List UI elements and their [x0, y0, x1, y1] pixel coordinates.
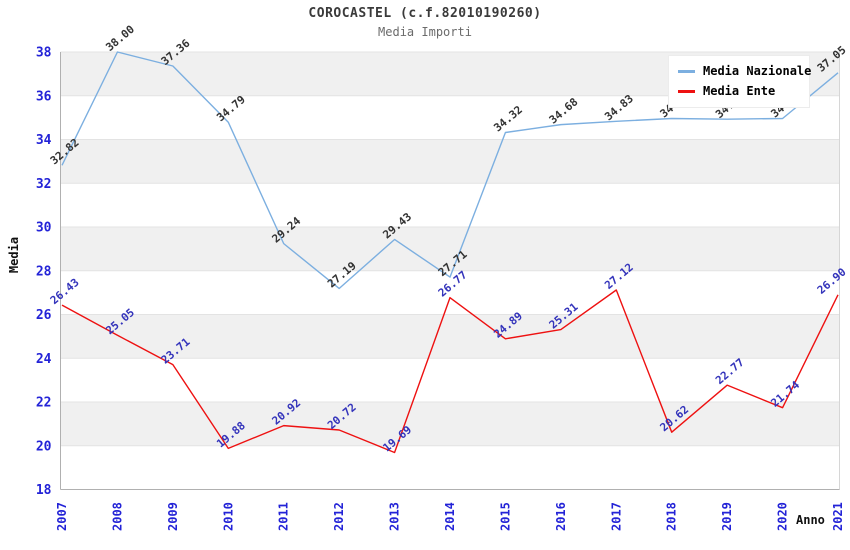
y-tick-label: 36	[36, 89, 52, 104]
x-tick-label: 2009	[166, 502, 180, 531]
y-tick-label: 32	[36, 177, 52, 192]
y-axis-title: Media	[7, 236, 21, 274]
legend-label: Media Ente	[703, 84, 776, 98]
y-tick-label: 24	[36, 352, 52, 367]
x-tick-label: 2019	[720, 502, 734, 531]
y-tick-label: 34	[36, 133, 52, 148]
media-nazionale-line-swatch	[678, 69, 695, 73]
y-tick-label: 20	[36, 439, 52, 454]
plot-band	[60, 314, 840, 359]
x-axis-title: Anno	[796, 513, 825, 527]
x-tick-label: 2017	[609, 502, 623, 531]
chart-subtitle: Media Importi	[378, 25, 472, 39]
y-tick-label: 18	[36, 483, 52, 498]
legend-item-media-ente: Media Ente	[678, 83, 800, 99]
y-tick-label: 30	[36, 221, 52, 236]
x-tick-label: 2016	[554, 502, 568, 531]
x-tick-label: 2021	[831, 502, 845, 531]
data-label: 22.77	[713, 356, 747, 387]
y-tick-label: 26	[36, 308, 52, 323]
data-label: 26.43	[48, 276, 82, 307]
y-tick-label: 38	[36, 46, 52, 61]
plot-band	[60, 227, 840, 271]
y-tick-label: 28	[36, 264, 52, 279]
x-tick-label: 2018	[665, 502, 679, 531]
chart-title: COROCASTEL (c.f.82010190260)	[308, 6, 542, 21]
x-tick-label: 2014	[443, 502, 457, 531]
x-tick-label: 2013	[388, 502, 402, 531]
media-ente-line-swatch	[678, 89, 695, 93]
plot-band	[60, 139, 840, 184]
x-tick-label: 2020	[776, 502, 790, 531]
x-tick-label: 2010	[221, 502, 235, 531]
x-tick-label: 2008	[110, 502, 124, 531]
x-tick-label: 2011	[277, 502, 291, 531]
data-label: 34.83	[602, 92, 636, 123]
legend-label: Media Nazionale	[703, 64, 812, 78]
series-line-media-ente	[61, 289, 839, 454]
plot-band	[60, 402, 840, 446]
y-tick-label: 22	[36, 396, 52, 411]
legend-item-media-nazionale: Media Nazionale	[678, 63, 811, 79]
series-line-media-nazionale	[61, 51, 839, 290]
x-tick-label: 2015	[498, 502, 512, 531]
x-tick-label: 2012	[332, 502, 346, 531]
legend: Media Nazionale Media Ente	[668, 55, 811, 108]
x-tick-label: 2007	[55, 502, 69, 531]
data-label: 34.79	[214, 93, 248, 124]
data-label: 34.68	[547, 95, 581, 126]
